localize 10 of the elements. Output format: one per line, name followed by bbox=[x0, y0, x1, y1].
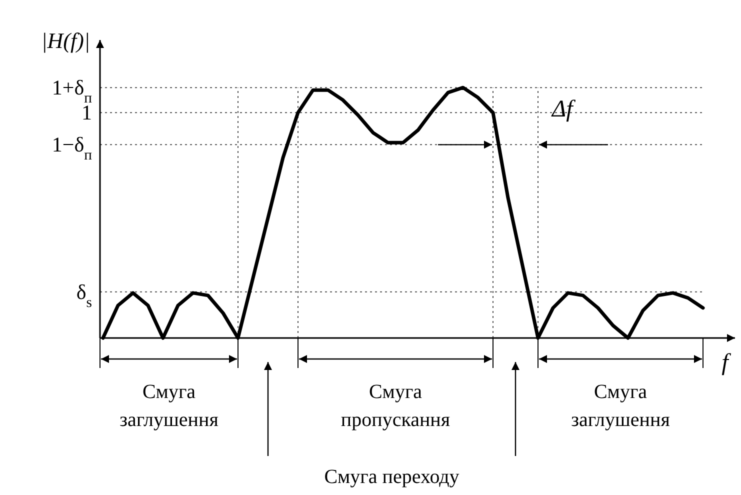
text: Смуга заглушення bbox=[120, 381, 218, 431]
y-tick-label: 1−δ$_{п}$ bbox=[52, 132, 92, 164]
text: Смуга переходу bbox=[324, 466, 460, 488]
text: Смуга пропускання bbox=[340, 381, 450, 431]
annotation: Δf bbox=[551, 96, 576, 123]
text: Смуга заглушення bbox=[571, 381, 670, 431]
y-axis-title: |H(f)| bbox=[41, 28, 90, 53]
y-tick-label: 1+δ$_{п}$ bbox=[52, 76, 92, 107]
x-axis-title: f bbox=[722, 350, 732, 376]
y-tick-label: δ$_{s}$ bbox=[76, 280, 92, 311]
